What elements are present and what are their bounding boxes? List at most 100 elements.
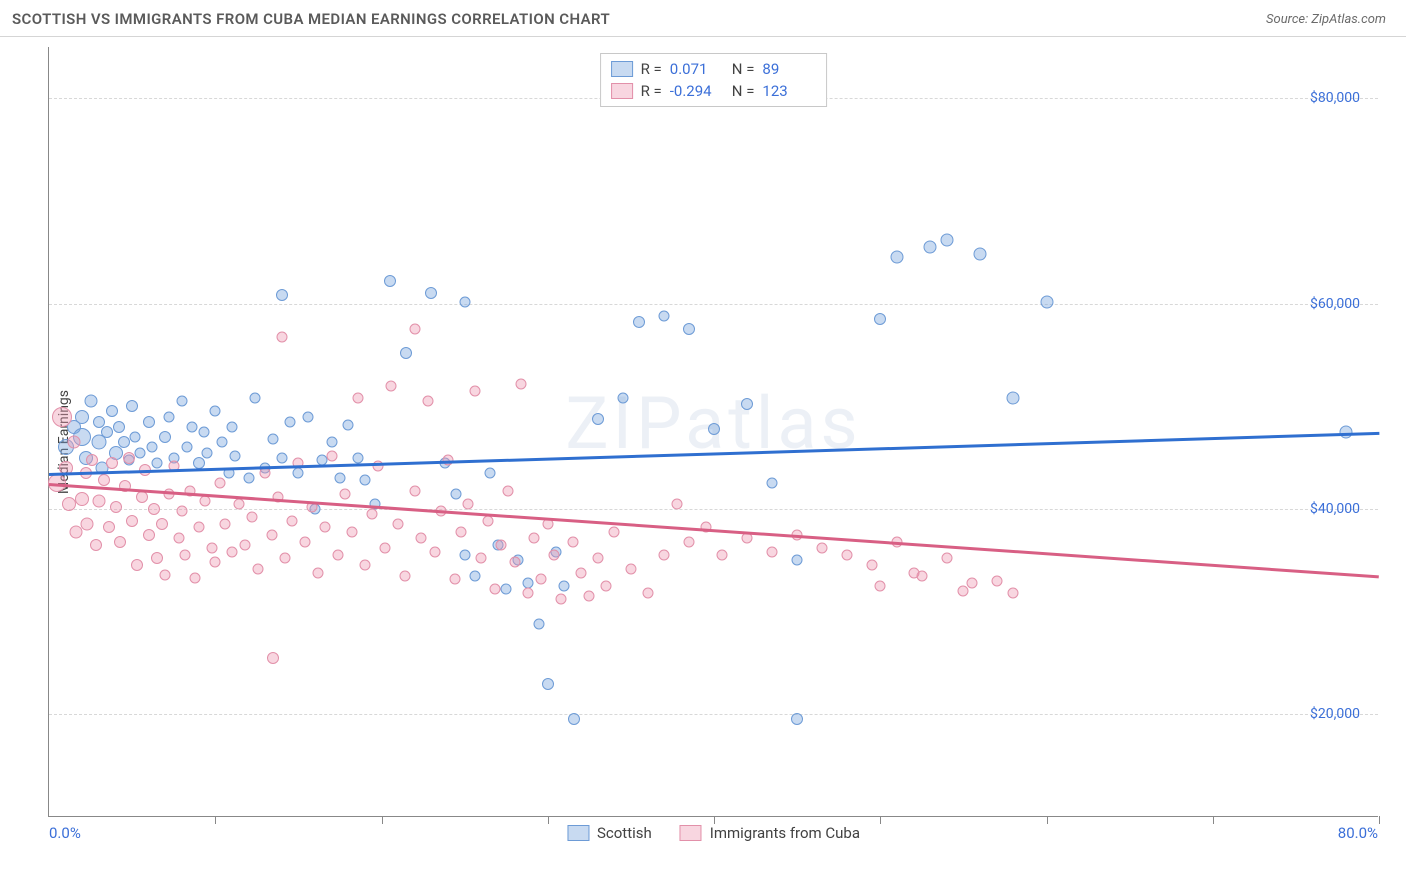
scatter-point [173, 532, 184, 543]
scatter-point [136, 491, 148, 503]
scatter-point [240, 539, 251, 550]
scatter-point [113, 421, 125, 433]
correlation-stats-box: R =0.071N =89R =-0.294N =123 [600, 53, 828, 107]
stats-row: R =-0.294N =123 [611, 80, 817, 102]
series-swatch [611, 61, 633, 77]
scatter-point [286, 516, 297, 527]
scatter-point [456, 526, 467, 537]
x-tick [215, 816, 216, 824]
scatter-point [126, 400, 138, 412]
scatter-point [501, 584, 512, 595]
scatter-point [226, 421, 237, 432]
scatter-point [609, 526, 620, 537]
scatter-point [359, 475, 370, 486]
scatter-point [206, 543, 217, 554]
scatter-point [123, 452, 135, 464]
scatter-point [791, 713, 803, 725]
scatter-point [642, 588, 653, 599]
scatter-point [384, 275, 396, 287]
scatter-point [334, 473, 345, 484]
scatter-point [177, 506, 188, 517]
scatter-point [177, 396, 188, 407]
scatter-point [542, 519, 553, 530]
scatter-point [210, 557, 221, 568]
scatter-point [266, 529, 277, 540]
scatter-point [817, 543, 828, 554]
scatter-point [86, 454, 98, 466]
scatter-point [451, 488, 462, 499]
scatter-point [659, 550, 670, 561]
scatter-point [143, 529, 155, 541]
scatter-point [346, 526, 357, 537]
scatter-point [625, 563, 636, 574]
scatter-point [98, 474, 110, 486]
chart-title: SCOTTISH VS IMMIGRANTS FROM CUBA MEDIAN … [12, 10, 610, 28]
scatter-point [576, 567, 587, 578]
scatter-point [940, 234, 953, 247]
scatter-point [496, 539, 507, 550]
y-tick-label: $80,000 [1310, 90, 1360, 106]
x-tick [1379, 816, 1380, 824]
stat-r-value: 0.071 [670, 60, 724, 78]
scatter-point [280, 553, 291, 564]
scatter-point [159, 431, 171, 443]
scatter-point [101, 426, 113, 438]
scatter-point [260, 468, 271, 479]
scatter-point [549, 550, 560, 561]
scatter-point [81, 518, 94, 531]
scatter-point [534, 618, 545, 629]
scatter-point [568, 713, 580, 725]
scatter-point [536, 573, 547, 584]
x-tick [1047, 816, 1048, 824]
scatter-point [708, 423, 720, 435]
scatter-point [767, 547, 778, 558]
scatter-point [319, 522, 330, 533]
scatter-point [890, 251, 903, 264]
scatter-point [522, 588, 533, 599]
scatter-point [399, 570, 410, 581]
scatter-point [147, 442, 158, 453]
x-axis-min-label: 0.0% [49, 824, 81, 842]
stats-row: R =0.071N =89 [611, 58, 817, 80]
y-tick-label: $60,000 [1310, 296, 1360, 312]
scatter-point [489, 584, 500, 595]
scatter-point [592, 413, 604, 425]
scatter-point [62, 497, 76, 511]
scatter-point [181, 442, 192, 453]
scatter-point [230, 450, 241, 461]
scatter-point [92, 494, 105, 507]
scatter-point [462, 498, 473, 509]
scatter-point [400, 347, 412, 359]
scatter-point [672, 498, 683, 509]
scatter-point [193, 457, 205, 469]
series-swatch [611, 83, 633, 99]
scatter-point [226, 547, 237, 558]
scatter-point [151, 552, 163, 564]
chart-header: SCOTTISH VS IMMIGRANTS FROM CUBA MEDIAN … [0, 0, 1406, 37]
y-tick-label: $40,000 [1310, 501, 1360, 517]
scatter-point [684, 536, 695, 547]
scatter-point [143, 416, 155, 428]
scatter-point [908, 567, 919, 578]
scatter-point [118, 436, 130, 448]
scatter-point [90, 539, 102, 551]
scatter-point [767, 478, 778, 489]
scatter-point [449, 573, 460, 584]
scatter-point [416, 532, 427, 543]
scatter-point [243, 473, 254, 484]
scatter-point [163, 411, 174, 422]
scatter-point [469, 385, 480, 396]
scatter-point [353, 393, 364, 404]
gridline [49, 304, 1378, 305]
scatter-point [600, 581, 611, 592]
scatter-point [200, 495, 211, 506]
scatter-point [343, 419, 354, 430]
scatter-point [300, 536, 311, 547]
x-tick [880, 816, 881, 824]
scatter-point [333, 550, 344, 561]
scatter-point [233, 498, 244, 509]
source-attribution: Source: ZipAtlas.com [1266, 12, 1386, 27]
scatter-point [469, 570, 480, 581]
scatter-point [924, 241, 937, 254]
scatter-point [542, 678, 554, 690]
